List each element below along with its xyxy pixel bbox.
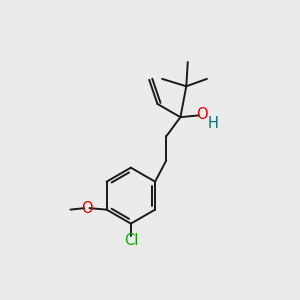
Text: O: O [196, 107, 207, 122]
Text: H: H [207, 116, 218, 131]
Text: O: O [81, 201, 92, 216]
Text: Cl: Cl [124, 232, 138, 247]
